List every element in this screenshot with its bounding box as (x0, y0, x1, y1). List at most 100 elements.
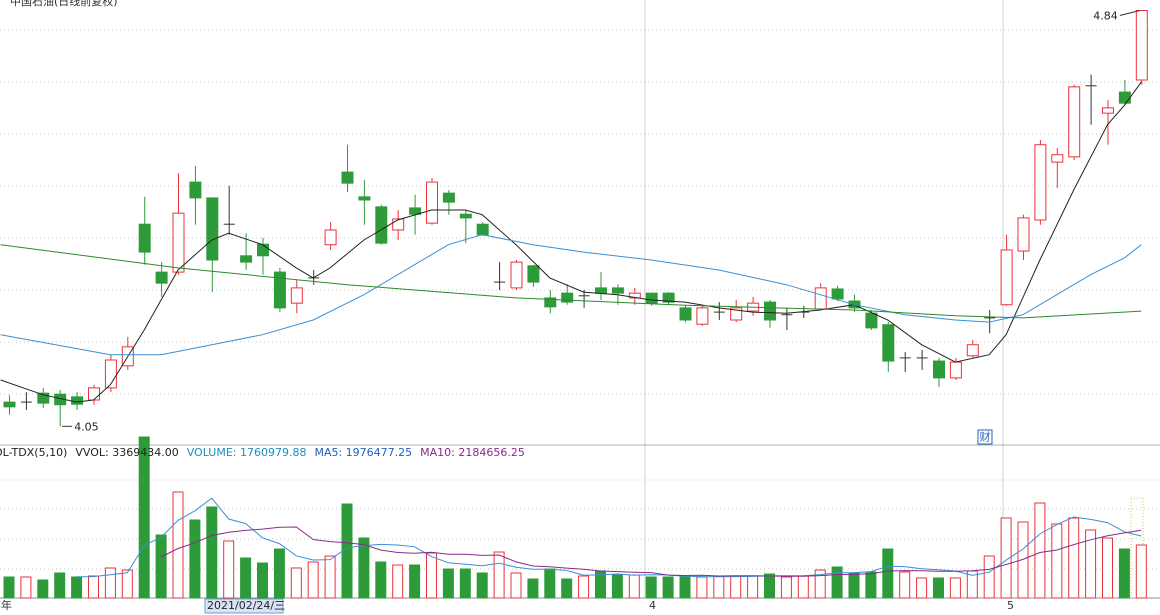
volume-bar (983, 555, 995, 599)
volume-bar (290, 567, 302, 599)
volume-bar (1017, 521, 1029, 599)
volume-bar (88, 575, 99, 599)
candle-body (273, 271, 286, 309)
volume-bar (138, 436, 150, 599)
candle-body (324, 229, 337, 246)
candle-body (290, 287, 303, 304)
volume-bar (493, 551, 505, 599)
ma-line (0, 244, 1142, 319)
ma-line (0, 234, 1142, 356)
candle-body (527, 265, 540, 283)
volume-bar (747, 575, 759, 599)
candle-body (730, 307, 743, 321)
volume-bar (1102, 537, 1113, 599)
volume-bar (865, 571, 877, 599)
volume-header: MA5: 1976477.25 (314, 446, 412, 459)
volume-bar (54, 572, 66, 599)
volume-bar (20, 576, 32, 599)
candle-body (1000, 249, 1013, 306)
high-label: 4.84 (1093, 10, 1118, 23)
volume-header: OL-TDX(5,10) (0, 446, 67, 459)
volume-header: VVOL: 3369434.00 (75, 446, 178, 459)
candle-body (544, 297, 557, 308)
candle-body (831, 288, 844, 300)
volume-bar (713, 575, 725, 599)
candle-body (1051, 154, 1064, 163)
volume-bar (257, 562, 268, 599)
volume-bar (527, 578, 539, 599)
candle-body (172, 212, 185, 273)
candle-body (206, 197, 219, 261)
candle-body (865, 312, 878, 329)
candle-body (611, 287, 624, 294)
candle-body (426, 181, 438, 224)
badge-box (977, 429, 993, 445)
ma-line (0, 81, 1142, 403)
volume-bar (37, 579, 49, 599)
volume-bar (392, 564, 404, 599)
x-axis-label: 4 (649, 599, 656, 612)
volume-bar (442, 568, 454, 599)
candle-body (88, 387, 100, 401)
volume-bar (544, 568, 556, 599)
volume-bar (1068, 517, 1080, 599)
volume-bar (797, 575, 809, 599)
candle-body (155, 271, 168, 284)
volume-bar (307, 561, 319, 599)
candle-body (1135, 10, 1148, 81)
candle-body (358, 196, 371, 201)
volume-bar (645, 576, 657, 599)
x-axis-label: 5 (1007, 599, 1014, 612)
candle-body (679, 307, 692, 321)
candle-body (882, 324, 895, 362)
x-axis-label: 1年 (0, 598, 12, 612)
volume-bar (831, 566, 843, 599)
high-arrow (1119, 10, 1140, 17)
candle-body (696, 307, 709, 325)
volume-bar (1085, 529, 1097, 599)
chart-title: 中国石油(日线前复权) (10, 0, 118, 8)
volume-bar (628, 574, 640, 599)
candle-body (814, 287, 827, 310)
candle-body (459, 213, 472, 219)
volume-bar (611, 574, 623, 599)
candle-body (3, 401, 16, 408)
cursor-date-box (204, 598, 284, 614)
volume-bar (1000, 517, 1012, 599)
candle-body (1034, 144, 1047, 221)
low-label: 4.05 (74, 420, 99, 433)
volume-bar (223, 540, 235, 599)
volume-bar (341, 503, 353, 599)
volume-bar (814, 569, 826, 599)
candle-body (595, 287, 607, 294)
candle-body (442, 192, 455, 203)
candle-body (1068, 86, 1081, 158)
volume-bar (459, 568, 471, 599)
volume-ma-line (160, 526, 1142, 577)
volume-bar (189, 519, 201, 599)
candle-body (409, 207, 422, 215)
volume-bar (730, 575, 742, 599)
volume-bar (780, 576, 792, 599)
volume-bar (561, 578, 573, 599)
candle-body (375, 206, 388, 244)
volume-bar (1135, 544, 1147, 599)
volume-bar (916, 577, 928, 599)
candle-body (240, 255, 253, 263)
volume-bar (121, 569, 133, 599)
volume-bar (679, 576, 691, 599)
candle-body (1017, 217, 1030, 252)
candle-body (476, 223, 489, 236)
candle-body (138, 223, 151, 253)
x-axis-label: 2021/02/24/三 (207, 599, 285, 612)
volume-bar (358, 537, 370, 599)
volume-bar (578, 575, 590, 599)
candle-body (949, 361, 962, 379)
volume-bar (324, 555, 336, 599)
volume-bar (476, 572, 488, 599)
volume-bar (206, 506, 218, 599)
candle-body (561, 292, 574, 303)
candle-body (645, 292, 658, 304)
volume-bar (1118, 548, 1130, 599)
